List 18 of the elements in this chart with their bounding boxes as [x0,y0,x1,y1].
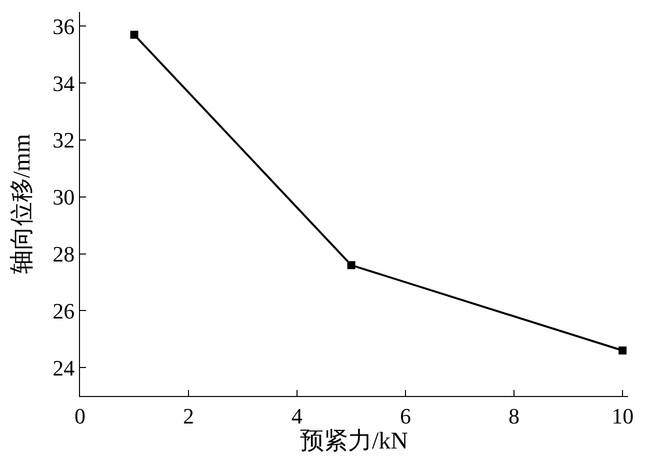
x-tick-label: 6 [400,403,412,428]
y-tick-label: 24 [52,355,75,380]
y-tick-label: 26 [52,298,75,324]
x-tick-label: 8 [508,403,520,428]
x-tick-label: 10 [612,403,634,428]
x-tick-label: 4 [292,403,303,428]
y-tick-label: 36 [52,14,75,39]
y-tick-label: 32 [52,128,75,153]
point [347,261,356,270]
x-tick-label: 2 [183,403,194,428]
y-tick-label: 30 [52,184,75,210]
point [618,346,627,354]
point [130,30,138,39]
y-axis-title: 轴向位移/mm [10,134,36,274]
x-tick-label: 0 [74,403,86,428]
y-tick-label: 34 [52,70,75,96]
y-tick-label: 28 [52,241,75,266]
x-axis-title: 预紧力/kN [300,428,408,455]
